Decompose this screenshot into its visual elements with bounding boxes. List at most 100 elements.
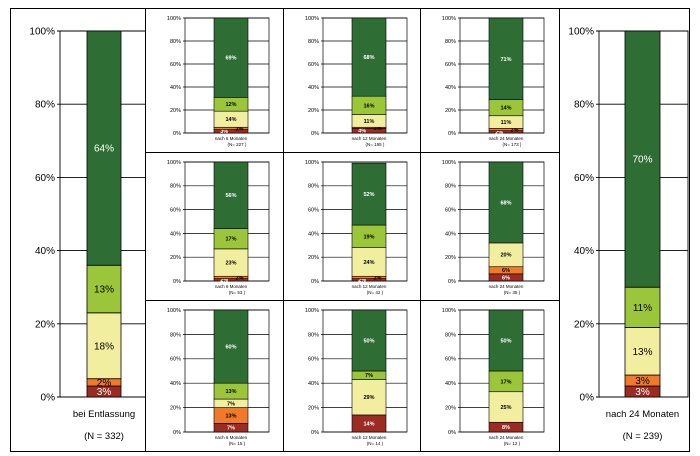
stacked-bar-chart: 0%20%40%60%80%100%2% 2%11%14%71%nach 24 M… [442,16,545,147]
y-tick-label: 100% [29,27,55,38]
y-tick-label: 0% [173,279,181,285]
data-label: 2% [236,275,244,281]
data-label: 52% [363,192,374,198]
stacked-bar-chart: 0% 20% 40% 60% 80% 100% 2% 2% 24% 19% 52% nach 12 M… [305,160,408,295]
stacked-bar-chart: 0% 20% 40% 60% 80% 100% 4% 1%11% 16% 68% nach 12 M… [305,16,408,147]
data-label: 24% [363,260,374,266]
data-label: 2% [358,278,366,284]
data-label: 23% [225,260,236,266]
y-tick-label: 80% [445,39,456,45]
y-tick-label: 0% [580,393,595,404]
y-tick-label: 20% [308,255,319,261]
y-tick-label: 0% [448,279,456,285]
bar-segment-dark-green [351,162,387,226]
x-axis-label: nach 24 Monaten [489,435,524,440]
bar-segment-pale-yellow [351,379,387,416]
x-axis-label: nach 6 Monaten [215,284,248,289]
data-label: 8% [502,425,510,431]
data-label: 50% [500,338,511,344]
data-label: 6% [502,275,510,281]
bar-segment-dark-green [488,17,524,100]
y-tick-label: 40% [170,231,181,237]
y-tick-label: 40% [308,231,319,237]
y-tick-label: 80% [35,100,55,111]
x-axis-label: nach 24 Monaten [489,136,524,141]
y-tick-label: 80% [170,184,181,190]
bar-segment-dark-green [213,161,249,229]
data-label: 68% [363,55,374,61]
y-tick-label: 60% [308,208,319,214]
sample-size-label: (N= 227 ) [228,142,247,147]
data-label: 60% [225,345,236,351]
sample-size-label: (N = 332) [84,431,124,442]
x-axis-label: bei Entlassung [73,409,135,420]
y-tick-label: 100% [167,16,181,22]
y-tick-label: 0% [311,279,319,285]
data-label: 1% [374,126,382,132]
y-tick-label: 40% [445,85,456,91]
data-label: 7% [365,373,373,379]
y-tick-label: 20% [170,108,181,114]
chart-panel-grid-r2-c1: 0% 20% 40% 60% 80% 100% 2% 2% 23% 17% 56% nach 6 Mo… [145,152,284,301]
y-tick-label: 60% [574,173,594,184]
chart-panel-right-large: 0% 20% 40% 60% 80% 100% 3% 3% 13% 11% 70% nach 24 M… [559,8,690,452]
sample-size-label: (N= 15 ) [229,441,246,446]
data-label: 2% [220,278,228,284]
data-label: 68% [500,200,511,206]
bar-segment-pale-yellow [351,247,387,277]
y-tick-label: 40% [35,246,55,257]
y-tick-label: 0% [311,430,319,436]
data-label: 14% [225,117,236,123]
data-label: 14% [500,106,511,112]
data-label: 14% [363,421,374,427]
chart-panel-grid-r1-c3: 0% 20% 40% 60% 80% 100% 2% 2% 11% 14% 71% nach 24 M… [420,8,560,153]
y-tick-label: 100% [167,160,181,166]
chart-panel-left-large: 0% 20% 40% 60% 80% 100% 3% 2% 18% 13% 64% bei Entla… [10,8,146,452]
data-label: 11% [501,120,512,126]
data-label: 69% [225,56,236,62]
y-tick-label: 60% [170,357,181,363]
bar-segment-dark-green [488,161,524,244]
data-label: 11% [633,303,652,314]
x-axis-label: nach 24 Monaten [606,409,679,420]
y-tick-label: 80% [308,332,319,338]
bar-segment-pale-yellow [488,391,524,423]
sample-size-label: (N= 173 ) [503,142,522,147]
data-label: 6% [502,268,510,274]
stacked-bar-chart: 0% 20% 40% 60% 80% 100% 2% 2% 23% 17% 56% nach 6 Mo… [167,160,270,295]
y-tick-label: 0% [173,430,181,436]
data-label: 11% [364,119,375,125]
y-tick-label: 60% [170,62,181,68]
data-label: 29% [363,395,374,401]
chart-panel-grid-r3-c2: 0% 20% 40% 60% 80% 100% 14% 29% 7% 50% nach 12 Mon… [283,300,421,452]
data-label: 13% [632,347,652,358]
y-tick-label: 80% [574,100,594,111]
y-tick-label: 100% [442,308,456,314]
stacked-bar-chart: 0% 20% 40% 60% 80% 100% 7% 13% 7% 13% 60% nach 6 Mo… [167,308,270,446]
bar-segment-pale-yellow [86,312,122,380]
stacked-bar-chart: 0% 20% 40% 60% 80% 100% 3% 2%14% 12% 69% nach 6 Mo… [167,16,270,147]
x-axis-label: nach 12 Monaten [352,284,387,289]
y-tick-label: 100% [442,160,456,166]
chart-panel-grid-r1-c1: 0% 20% 40% 60% 80% 100% 3% 2% 14% 12% 69% nach 6 Mo… [145,8,284,153]
data-label: 13% [225,389,236,395]
y-tick-label: 40% [445,381,456,387]
y-tick-label: 40% [170,85,181,91]
y-tick-label: 20% [170,406,181,412]
y-tick-label: 60% [308,62,319,68]
y-tick-label: 40% [308,381,319,387]
bar-segment-light-green [86,264,122,314]
data-label: 50% [363,338,374,344]
x-axis-label: nach 6 Monaten [215,435,248,440]
y-tick-label: 40% [574,246,594,257]
data-label: 12% [225,102,236,108]
y-tick-label: 0% [448,131,456,137]
data-label: 2% [511,127,519,133]
data-label: 16% [363,103,374,109]
y-tick-label: 20% [574,319,594,330]
data-label: 56% [225,193,236,199]
y-tick-label: 100% [305,160,319,166]
data-label: 3% [220,129,228,135]
y-tick-label: 40% [308,85,319,91]
